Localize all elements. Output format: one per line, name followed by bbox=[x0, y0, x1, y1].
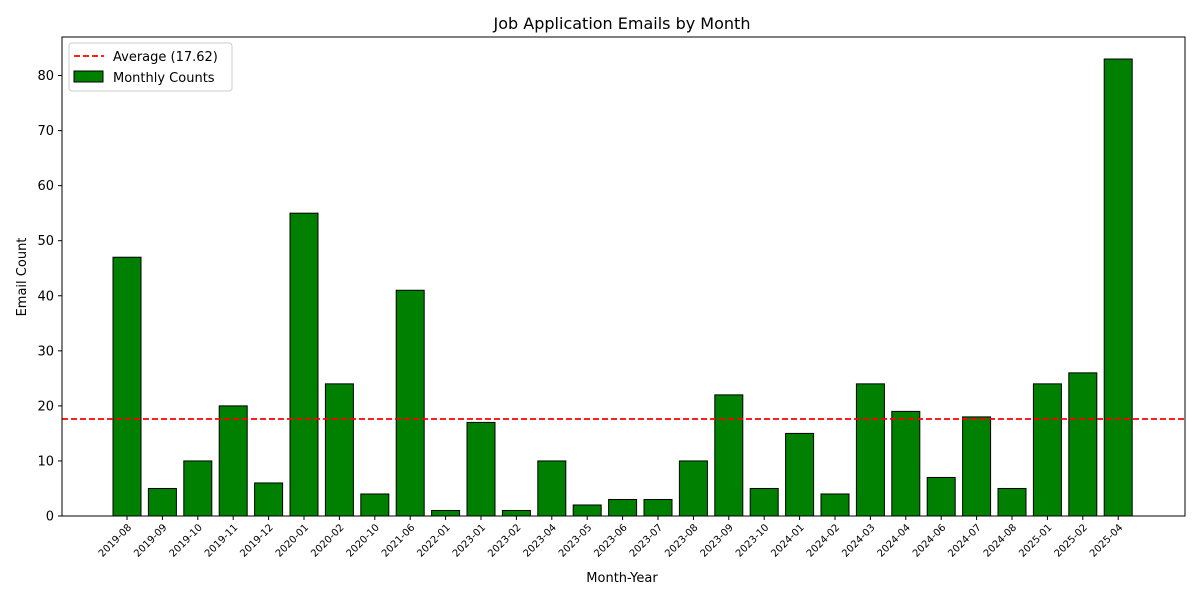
bar-2020-01 bbox=[289, 212, 319, 517]
x-axis-label: Month-Year bbox=[586, 571, 658, 586]
y-axis: 0 10 20 30 40 50 60 70 80 bbox=[37, 69, 62, 525]
y-axis-label: Email Count bbox=[15, 238, 30, 317]
bar-2023-06 bbox=[608, 498, 638, 517]
x-tick-label: 2024-07 bbox=[946, 522, 983, 559]
x-tick-label: 2023-05 bbox=[557, 522, 594, 559]
bar-2024-03 bbox=[855, 383, 885, 517]
x-tick-label: 2022-01 bbox=[415, 522, 452, 559]
x-tick-label: 2019-12 bbox=[238, 522, 275, 559]
y-tick-label: 70 bbox=[37, 124, 54, 139]
y-tick-label: 0 bbox=[46, 510, 54, 525]
x-tick-label: 2023-06 bbox=[592, 522, 629, 559]
x-tick-label: 2023-10 bbox=[734, 522, 771, 559]
y-tick-label: 10 bbox=[37, 454, 54, 469]
x-tick-label: 2024-04 bbox=[876, 522, 913, 559]
bar-2025-02 bbox=[1068, 372, 1098, 517]
bar-2023-04 bbox=[537, 460, 567, 517]
x-tick-label: 2020-01 bbox=[274, 522, 311, 559]
x-axis: 2019-082019-092019-102019-112019-122020-… bbox=[97, 516, 1125, 560]
y-tick-label: 50 bbox=[37, 234, 54, 249]
bar-2024-01 bbox=[785, 432, 815, 517]
x-tick-label: 2025-01 bbox=[1017, 522, 1054, 559]
chart-title: Job Application Emails by Month bbox=[493, 14, 751, 33]
y-tick-label: 30 bbox=[37, 344, 54, 359]
bar-2019-11 bbox=[218, 405, 248, 517]
bar-2023-01 bbox=[466, 421, 496, 517]
bar-2023-05 bbox=[572, 504, 602, 517]
x-tick-label: 2020-10 bbox=[345, 522, 382, 559]
bar-2020-02 bbox=[324, 383, 354, 517]
bar-2023-09 bbox=[714, 394, 744, 517]
x-tick-label: 2021-06 bbox=[380, 522, 417, 559]
bar-2024-06 bbox=[926, 476, 956, 517]
y-tick-label: 60 bbox=[37, 179, 54, 194]
bar-2019-09 bbox=[147, 487, 177, 517]
bar-2021-06 bbox=[395, 289, 425, 517]
y-tick-label: 80 bbox=[37, 69, 54, 84]
x-tick-label: 2025-04 bbox=[1088, 522, 1125, 559]
bar-2022-01 bbox=[431, 509, 461, 517]
bar-2023-02 bbox=[501, 509, 531, 517]
x-tick-label: 2024-01 bbox=[769, 522, 806, 559]
legend-bars-label: Monthly Counts bbox=[113, 71, 215, 86]
y-tick-label: 40 bbox=[37, 289, 54, 304]
bar-2020-10 bbox=[360, 493, 390, 517]
x-tick-label: 2019-11 bbox=[203, 522, 240, 559]
legend-bars-swatch bbox=[73, 70, 104, 83]
bar-2025-01 bbox=[1032, 383, 1062, 517]
bar-2024-02 bbox=[820, 493, 850, 517]
bar-2019-12 bbox=[254, 482, 284, 517]
bar-2024-04 bbox=[891, 410, 921, 517]
x-tick-label: 2023-01 bbox=[451, 522, 488, 559]
x-tick-label: 2019-08 bbox=[97, 522, 134, 559]
legend-average-label: Average (17.62) bbox=[113, 50, 218, 65]
x-tick-label: 2023-07 bbox=[628, 522, 665, 559]
legend: Average (17.62) Monthly Counts bbox=[68, 42, 233, 92]
x-tick-label: 2020-02 bbox=[309, 522, 346, 559]
bars bbox=[112, 58, 1133, 517]
x-tick-label: 2024-03 bbox=[840, 522, 877, 559]
x-tick-label: 2025-02 bbox=[1053, 522, 1090, 559]
bar-2025-04 bbox=[1103, 58, 1133, 517]
bar-2023-10 bbox=[749, 487, 779, 517]
bar-2024-08 bbox=[997, 487, 1027, 517]
bar-2019-08 bbox=[112, 256, 142, 517]
x-tick-label: 2023-02 bbox=[486, 522, 523, 559]
x-tick-label: 2024-06 bbox=[911, 522, 948, 559]
x-tick-label: 2019-09 bbox=[132, 522, 169, 559]
x-tick-label: 2024-08 bbox=[982, 522, 1019, 559]
bar-2023-08 bbox=[678, 460, 708, 517]
plot-frame bbox=[61, 36, 1186, 517]
x-tick-label: 2023-04 bbox=[522, 522, 559, 559]
legend-frame bbox=[68, 42, 233, 92]
x-tick-label: 2024-02 bbox=[805, 522, 842, 559]
y-tick-label: 20 bbox=[37, 399, 54, 414]
x-tick-label: 2023-09 bbox=[699, 522, 736, 559]
x-tick-label: 2023-08 bbox=[663, 522, 700, 559]
bar-2023-07 bbox=[643, 498, 673, 517]
bar-2024-07 bbox=[962, 416, 992, 517]
bar-2019-10 bbox=[183, 460, 213, 517]
x-tick-label: 2019-10 bbox=[168, 522, 205, 559]
